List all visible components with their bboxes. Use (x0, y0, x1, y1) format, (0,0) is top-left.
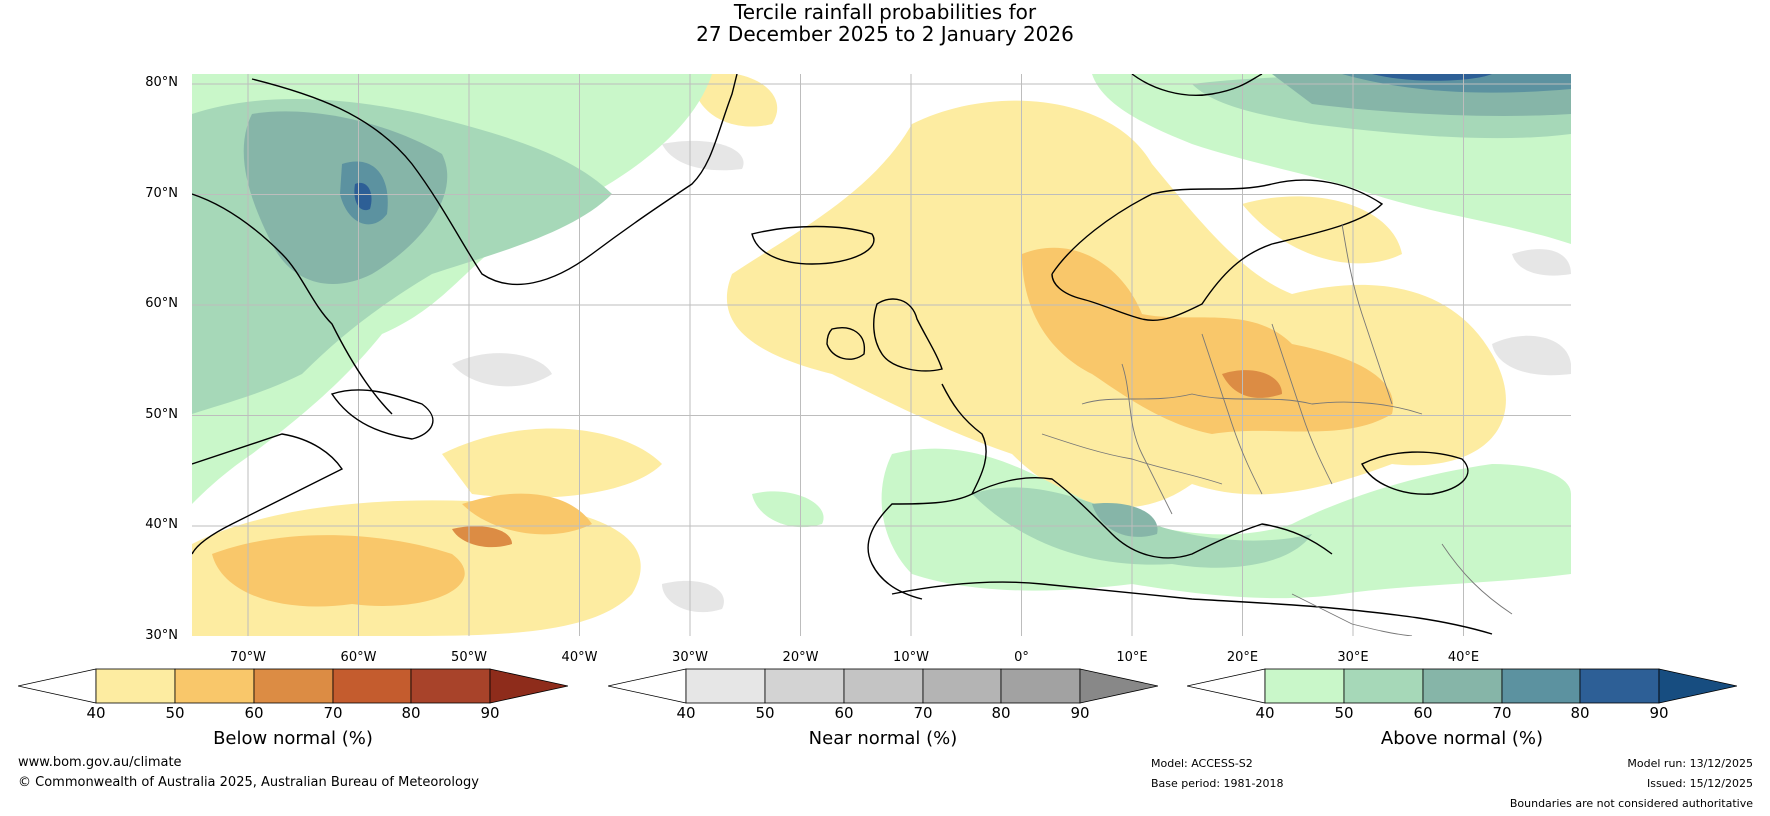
colorbar-near-normal-arrow-right (1079, 668, 1158, 704)
probability-map (192, 74, 1571, 636)
longitude-label-50w: 50°W (451, 650, 487, 665)
mediterranean-north-coast (971, 476, 1333, 559)
ireland-coast (826, 327, 866, 360)
colorbar-above-normal-tick-90: 90 (1649, 704, 1669, 722)
footer-base-period: Base period: 1981-2018 (1151, 777, 1284, 790)
graticule (192, 74, 1571, 636)
colorbar-above-normal-arrow-right (1658, 668, 1737, 704)
colorbar-near-normal-arrow-left (608, 668, 687, 704)
colorbar-above-normal-arrow-left (1187, 668, 1266, 704)
scandinavia-coast (1051, 179, 1384, 321)
longitude-label-40e: 40°E (1447, 650, 1480, 665)
colorbar-near-normal (608, 668, 1158, 704)
colorbar-near-normal-segment-1 (685, 668, 766, 704)
near-normal-regions (452, 140, 1571, 613)
footer-model: Model: ACCESS-S2 (1151, 757, 1253, 770)
colorbar-near-normal-segment-4 (922, 668, 1002, 704)
colorbar-above-normal-label: Above normal (%) (1380, 728, 1544, 749)
colorbar-above-normal-tick-60: 60 (1413, 704, 1433, 722)
longitude-label-30e: 30°E (1337, 650, 1369, 665)
colorbar-below-normal-segment-2 (174, 668, 255, 704)
latitude-label-80n: 80°N (145, 75, 178, 90)
colorbar-above-normal-segment-5 (1579, 668, 1660, 704)
longitude-label-10w: 10°W (893, 650, 929, 665)
longitude-label-20e: 20°E (1226, 650, 1259, 665)
colorbar-below-normal-tick-40: 40 (86, 704, 106, 722)
footer-url: www.bom.gov.au/climate (18, 755, 182, 770)
colorbar-below-normal-arrow-right (489, 668, 568, 704)
labrador-coast (192, 193, 393, 415)
latitude-label-40n: 40°N (145, 517, 178, 532)
longitude-label-60w: 60°W (340, 650, 377, 665)
longitude-label-30w: 30°W (672, 650, 708, 665)
colorbar-below-normal (18, 668, 568, 704)
colorbar-below-normal-tick-70: 70 (323, 704, 343, 722)
colorbar-above-normal-segment-2 (1343, 668, 1424, 704)
colorbar-near-normal-tick-70: 70 (913, 704, 933, 722)
colorbar-below-normal-label: Below normal (%) (213, 728, 373, 749)
colorbar-near-normal-tick-80: 80 (991, 704, 1011, 722)
colorbar-below-normal-tick-60: 60 (244, 704, 264, 722)
north-africa-coast (891, 581, 1493, 635)
colorbar-near-normal-segment-5 (1000, 668, 1081, 704)
coastlines (192, 74, 1493, 635)
colorbar-above-normal-segment-3 (1422, 668, 1503, 704)
europe-west-coast (867, 383, 987, 600)
british-isles-coast (873, 298, 943, 372)
longitude-label-0: 0° (1014, 650, 1029, 665)
colorbar-below-normal-segment-4 (332, 668, 412, 704)
colorbar-below-normal-arrow-left (18, 668, 97, 704)
newfoundland-coast (330, 389, 434, 440)
colorbar-near-normal-tick-90: 90 (1070, 704, 1090, 722)
colorbar-below-normal-tick-80: 80 (401, 704, 421, 722)
colorbar-above-normal-tick-40: 40 (1255, 704, 1275, 722)
colorbar-above-normal-tick-50: 50 (1334, 704, 1354, 722)
greenland-coast (251, 74, 738, 286)
colorbar-above-normal-segment-4 (1501, 668, 1581, 704)
longitude-label-40w: 40°W (561, 650, 598, 665)
colorbar-below-normal-segment-3 (253, 668, 334, 704)
latitude-label-60n: 60°N (145, 296, 178, 311)
svalbard-coast (1131, 74, 1263, 96)
colorbar-near-normal-tick-40: 40 (676, 704, 696, 722)
latitude-label-70n: 70°N (145, 186, 178, 201)
colorbar-near-normal-segment-3 (843, 668, 924, 704)
colorbar-near-normal-segment-2 (764, 668, 845, 704)
country-borders (1041, 223, 1513, 636)
black-sea-coast (1361, 451, 1469, 495)
footer-copyright: © Commonwealth of Australia 2025, Austra… (18, 775, 479, 790)
footer-disclaimer: Boundaries are not considered authoritat… (1509, 797, 1753, 810)
longitude-label-70w: 70°W (230, 650, 266, 665)
colorbar-above-normal (1187, 668, 1737, 704)
longitude-label-20w: 20°W (782, 650, 819, 665)
iceland-coast (751, 225, 875, 265)
colorbar-above-normal-segment-1 (1264, 668, 1345, 704)
latitude-label-30n: 30°N (145, 628, 178, 643)
map-title-line-2: 27 December 2025 to 2 January 2026 (696, 22, 1074, 46)
footer-model-run: Model run: 13/12/2025 (1627, 757, 1753, 770)
colorbar-near-normal-tick-60: 60 (834, 704, 854, 722)
below-normal-70-regions (452, 370, 1282, 548)
colorbar-near-normal-tick-50: 50 (755, 704, 775, 722)
map-title-line-1: Tercile rainfall probabilities for (733, 0, 1037, 24)
colorbar-above-normal-tick-80: 80 (1570, 704, 1590, 722)
colorbar-near-normal-label: Near normal (%) (808, 728, 958, 749)
colorbar-below-normal-tick-90: 90 (480, 704, 500, 722)
below-normal-60-regions (212, 247, 1394, 607)
colorbar-below-normal-segment-1 (95, 668, 176, 704)
footer-issued: Issued: 15/12/2025 (1646, 777, 1753, 790)
north-america-east-coast (192, 433, 344, 555)
colorbar-below-normal-tick-50: 50 (165, 704, 185, 722)
latitude-label-50n: 50°N (145, 407, 178, 422)
colorbar-above-normal-tick-70: 70 (1492, 704, 1512, 722)
colorbar-below-normal-segment-5 (410, 668, 491, 704)
longitude-label-10e: 10°E (1116, 650, 1148, 665)
